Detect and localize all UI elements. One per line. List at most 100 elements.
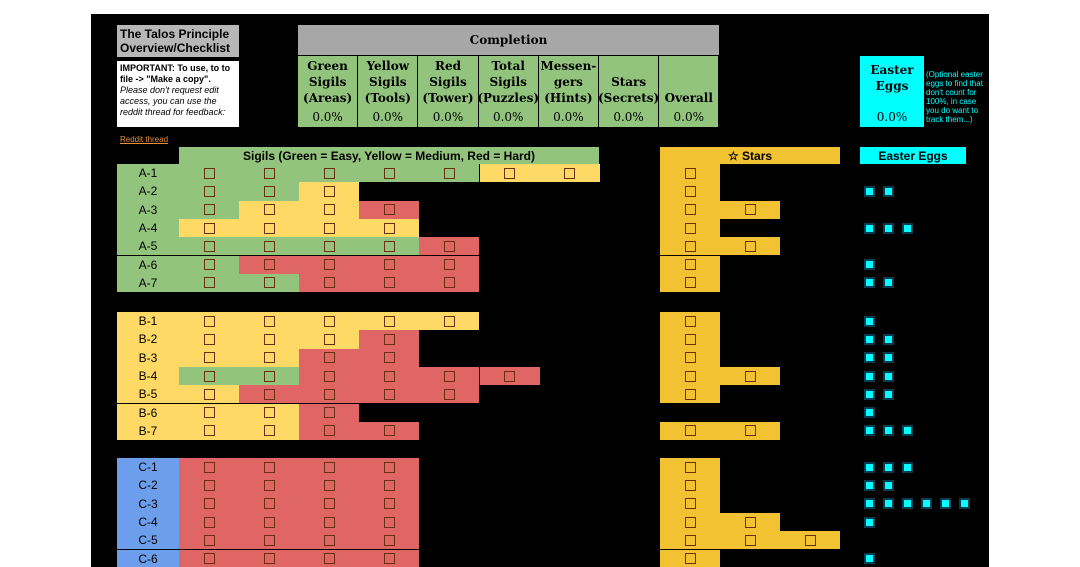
sigil-checkbox[interactable] bbox=[383, 370, 395, 382]
star-checkbox[interactable] bbox=[744, 425, 756, 437]
star-checkbox[interactable] bbox=[744, 370, 756, 382]
sigil-checkbox[interactable] bbox=[203, 516, 215, 528]
sigil-checkbox[interactable] bbox=[323, 479, 335, 491]
easter-egg-checkbox[interactable] bbox=[883, 461, 894, 473]
sigil-checkbox[interactable] bbox=[443, 240, 455, 252]
sigil-checkbox[interactable] bbox=[323, 407, 335, 419]
sigil-checkbox[interactable] bbox=[323, 315, 335, 327]
star-checkbox[interactable] bbox=[684, 204, 696, 216]
sigil-checkbox[interactable] bbox=[323, 333, 335, 345]
sigil-checkbox[interactable] bbox=[263, 259, 275, 271]
sigil-checkbox[interactable] bbox=[323, 204, 335, 216]
sigil-checkbox[interactable] bbox=[323, 222, 335, 234]
easter-egg-checkbox[interactable] bbox=[864, 553, 875, 565]
star-checkbox[interactable] bbox=[744, 516, 756, 528]
sigil-checkbox[interactable] bbox=[203, 370, 215, 382]
easter-egg-checkbox[interactable] bbox=[864, 370, 875, 382]
sigil-checkbox[interactable] bbox=[323, 498, 335, 510]
sigil-checkbox[interactable] bbox=[263, 185, 275, 197]
sigil-checkbox[interactable] bbox=[263, 425, 275, 437]
sigil-checkbox[interactable] bbox=[203, 498, 215, 510]
easter-egg-checkbox[interactable] bbox=[864, 185, 875, 197]
sigil-checkbox[interactable] bbox=[203, 461, 215, 473]
star-checkbox[interactable] bbox=[684, 553, 696, 565]
sigil-checkbox[interactable] bbox=[323, 461, 335, 473]
easter-egg-checkbox[interactable] bbox=[902, 461, 913, 473]
sigil-checkbox[interactable] bbox=[203, 333, 215, 345]
easter-egg-checkbox[interactable] bbox=[883, 498, 894, 510]
sigil-checkbox[interactable] bbox=[263, 204, 275, 216]
easter-egg-checkbox[interactable] bbox=[864, 407, 875, 419]
sigil-checkbox[interactable] bbox=[323, 516, 335, 528]
sigil-checkbox[interactable] bbox=[263, 167, 275, 179]
sigil-checkbox[interactable] bbox=[263, 352, 275, 364]
sigil-checkbox[interactable] bbox=[203, 222, 215, 234]
sigil-checkbox[interactable] bbox=[383, 498, 395, 510]
easter-egg-checkbox[interactable] bbox=[883, 333, 894, 345]
sigil-checkbox[interactable] bbox=[383, 222, 395, 234]
sigil-checkbox[interactable] bbox=[323, 277, 335, 289]
sigil-checkbox[interactable] bbox=[323, 352, 335, 364]
star-checkbox[interactable] bbox=[684, 277, 696, 289]
sigil-checkbox[interactable] bbox=[383, 204, 395, 216]
sigil-checkbox[interactable] bbox=[203, 167, 215, 179]
star-checkbox[interactable] bbox=[744, 240, 756, 252]
star-checkbox[interactable] bbox=[684, 388, 696, 400]
easter-egg-checkbox[interactable] bbox=[902, 425, 913, 437]
sigil-checkbox[interactable] bbox=[443, 370, 455, 382]
sigil-checkbox[interactable] bbox=[383, 315, 395, 327]
star-checkbox[interactable] bbox=[684, 516, 696, 528]
sigil-checkbox[interactable] bbox=[323, 167, 335, 179]
sigil-checkbox[interactable] bbox=[443, 277, 455, 289]
sigil-checkbox[interactable] bbox=[383, 333, 395, 345]
sigil-checkbox[interactable] bbox=[383, 425, 395, 437]
easter-egg-checkbox[interactable] bbox=[921, 498, 932, 510]
sigil-checkbox[interactable] bbox=[263, 222, 275, 234]
star-checkbox[interactable] bbox=[684, 534, 696, 546]
star-checkbox[interactable] bbox=[684, 479, 696, 491]
star-checkbox[interactable] bbox=[684, 461, 696, 473]
easter-egg-checkbox[interactable] bbox=[940, 498, 951, 510]
sigil-checkbox[interactable] bbox=[443, 167, 455, 179]
sigil-checkbox[interactable] bbox=[323, 425, 335, 437]
sigil-checkbox[interactable] bbox=[383, 553, 395, 565]
easter-egg-checkbox[interactable] bbox=[883, 352, 894, 364]
sigil-checkbox[interactable] bbox=[443, 388, 455, 400]
sigil-checkbox[interactable] bbox=[323, 388, 335, 400]
sigil-checkbox[interactable] bbox=[383, 352, 395, 364]
sigil-checkbox[interactable] bbox=[323, 240, 335, 252]
sigil-checkbox[interactable] bbox=[263, 498, 275, 510]
sigil-checkbox[interactable] bbox=[263, 407, 275, 419]
easter-egg-checkbox[interactable] bbox=[883, 370, 894, 382]
sigil-checkbox[interactable] bbox=[263, 461, 275, 473]
easter-egg-checkbox[interactable] bbox=[864, 315, 875, 327]
star-checkbox[interactable] bbox=[804, 534, 816, 546]
sigil-checkbox[interactable] bbox=[263, 534, 275, 546]
easter-egg-checkbox[interactable] bbox=[864, 333, 875, 345]
sigil-checkbox[interactable] bbox=[263, 277, 275, 289]
sigil-checkbox[interactable] bbox=[383, 516, 395, 528]
star-checkbox[interactable] bbox=[684, 498, 696, 510]
star-checkbox[interactable] bbox=[744, 534, 756, 546]
sigil-checkbox[interactable] bbox=[203, 259, 215, 271]
sigil-checkbox[interactable] bbox=[203, 204, 215, 216]
sigil-checkbox[interactable] bbox=[504, 370, 516, 382]
sigil-checkbox[interactable] bbox=[383, 461, 395, 473]
sigil-checkbox[interactable] bbox=[323, 370, 335, 382]
sigil-checkbox[interactable] bbox=[263, 479, 275, 491]
easter-egg-checkbox[interactable] bbox=[883, 388, 894, 400]
sigil-checkbox[interactable] bbox=[203, 352, 215, 364]
star-checkbox[interactable] bbox=[684, 315, 696, 327]
easter-egg-checkbox[interactable] bbox=[864, 498, 875, 510]
easter-egg-checkbox[interactable] bbox=[864, 259, 875, 271]
star-checkbox[interactable] bbox=[684, 352, 696, 364]
sigil-checkbox[interactable] bbox=[323, 534, 335, 546]
easter-egg-checkbox[interactable] bbox=[864, 352, 875, 364]
easter-egg-checkbox[interactable] bbox=[864, 425, 875, 437]
sigil-checkbox[interactable] bbox=[323, 185, 335, 197]
sigil-checkbox[interactable] bbox=[263, 333, 275, 345]
sigil-checkbox[interactable] bbox=[443, 315, 455, 327]
sigil-checkbox[interactable] bbox=[383, 167, 395, 179]
sigil-checkbox[interactable] bbox=[323, 553, 335, 565]
sigil-checkbox[interactable] bbox=[203, 277, 215, 289]
